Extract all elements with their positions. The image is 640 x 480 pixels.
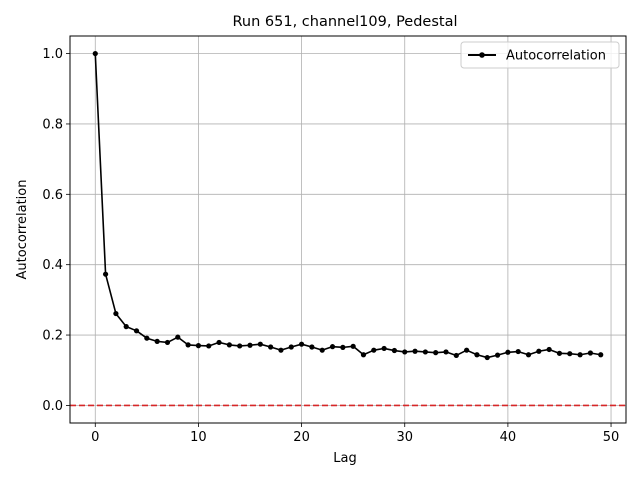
data-point — [505, 349, 511, 355]
data-point — [484, 354, 490, 361]
data-point — [268, 344, 274, 350]
data-point — [391, 347, 398, 354]
data-point — [206, 343, 212, 349]
data-point — [381, 345, 387, 352]
data-point — [319, 347, 325, 353]
data-point — [371, 347, 377, 353]
y-axis-ticks: 0.0 0.2 0.4 0.6 0.8 1.0 — [42, 47, 70, 414]
data-point — [288, 344, 294, 350]
data-point — [577, 352, 583, 358]
data-point — [309, 344, 315, 350]
data-point — [226, 342, 232, 348]
data-point — [546, 346, 552, 353]
legend-marker-sample — [479, 52, 485, 58]
y-tick-label: 1.0 — [42, 47, 63, 62]
data-point — [185, 342, 191, 348]
data-point — [144, 335, 150, 341]
data-point — [412, 348, 418, 354]
y-tick-label: 0.0 — [42, 399, 63, 414]
data-point — [102, 271, 109, 277]
data-point — [350, 343, 356, 349]
x-tick-label: 30 — [396, 430, 413, 445]
data-point — [360, 352, 367, 358]
series-group — [92, 50, 604, 361]
x-tick-label: 50 — [603, 430, 620, 445]
chart-title: Run 651, channel109, Pedestal — [232, 14, 457, 30]
y-axis-label: Autocorrelation — [15, 180, 30, 280]
data-point — [598, 352, 604, 358]
y-tick-label: 0.4 — [42, 258, 63, 273]
data-point — [422, 349, 428, 355]
y-tick-label: 0.6 — [42, 188, 63, 203]
data-point — [154, 338, 160, 344]
data-point — [113, 310, 119, 317]
x-axis-ticks: 0 10 20 30 40 50 — [91, 423, 619, 445]
data-point — [556, 350, 563, 356]
x-tick-label: 20 — [293, 430, 310, 445]
data-point — [175, 334, 181, 340]
grid-lines — [70, 36, 626, 423]
x-axis-label: Lag — [333, 451, 356, 466]
data-point — [587, 350, 594, 356]
data-point — [237, 343, 243, 349]
data-point — [474, 352, 480, 358]
x-tick-label: 40 — [500, 430, 517, 445]
data-point — [164, 339, 171, 346]
data-point — [123, 324, 129, 330]
legend-box — [460, 41, 620, 69]
data-point — [92, 50, 98, 57]
x-tick-label: 10 — [190, 430, 207, 445]
data-point — [298, 341, 305, 347]
data-point — [536, 348, 542, 354]
data-point — [464, 347, 470, 353]
data-point — [329, 344, 336, 350]
data-point — [402, 349, 408, 355]
data-point — [195, 343, 202, 349]
data-point — [247, 342, 253, 348]
y-tick-label: 0.2 — [42, 329, 63, 344]
data-point — [515, 348, 521, 355]
y-tick-label: 0.8 — [42, 117, 63, 132]
data-point — [257, 341, 263, 347]
x-tick-label: 0 — [91, 430, 99, 445]
data-point — [525, 352, 532, 358]
legend-label-autocorrelation: Autocorrelation — [506, 49, 606, 64]
legend: Autocorrelation — [460, 41, 620, 69]
data-point — [340, 344, 346, 350]
data-point — [494, 352, 501, 358]
data-point — [433, 350, 439, 356]
data-point — [216, 339, 222, 346]
data-point — [453, 352, 459, 359]
data-point — [567, 351, 573, 357]
data-point — [133, 328, 140, 334]
plot-frame — [69, 35, 627, 424]
data-point — [443, 349, 449, 355]
data-point — [278, 347, 284, 353]
